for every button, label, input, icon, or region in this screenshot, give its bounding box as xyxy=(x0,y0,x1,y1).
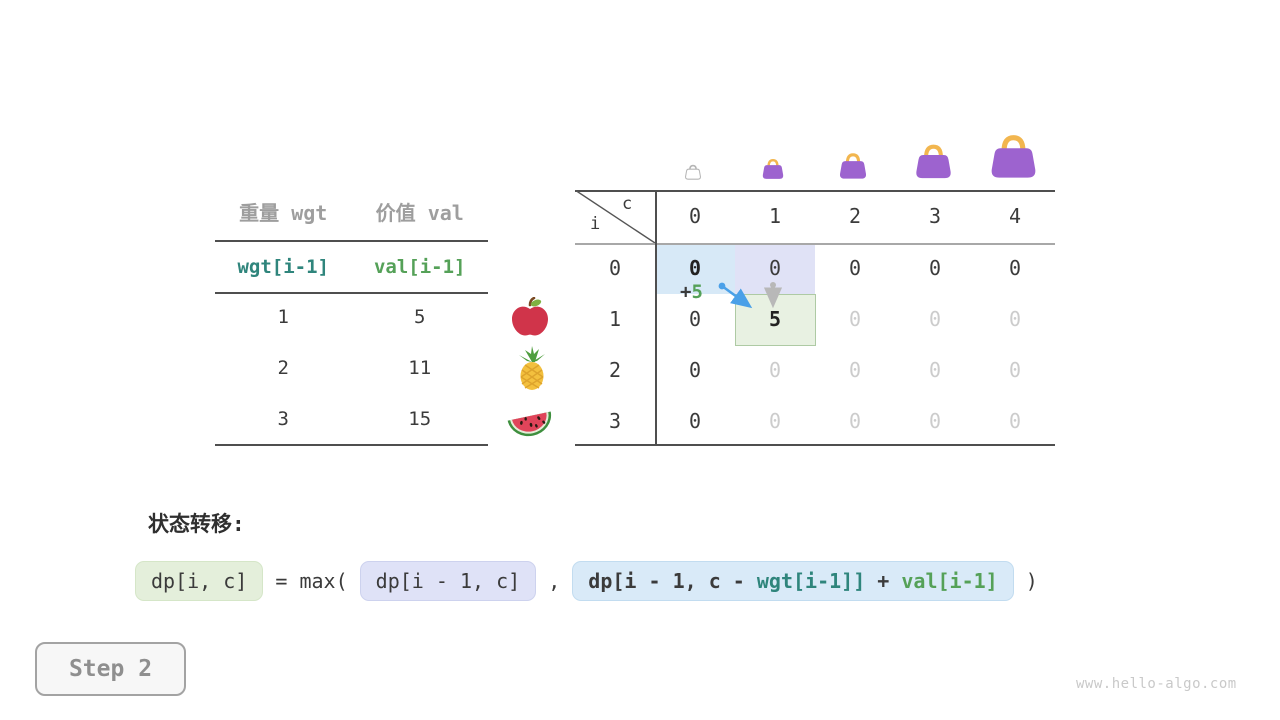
dp-cell: 0 xyxy=(688,307,702,331)
step-badge: Step 2 xyxy=(35,642,186,696)
bag-large-icon xyxy=(915,143,952,184)
dp-cell: 0 xyxy=(928,256,942,280)
item-value: 15 xyxy=(408,408,432,430)
dp-cell: 0 xyxy=(768,358,782,382)
website-url: www.hello-algo.com xyxy=(1076,676,1237,692)
item-row: 1 5 xyxy=(215,292,488,343)
dp-cell: 0 xyxy=(1008,256,1022,280)
dp-row: 0 0 0 0 0 xyxy=(655,396,1055,447)
bag-medium-icon xyxy=(839,152,867,184)
row-header: 1 xyxy=(608,307,622,331)
dp-table-top-border xyxy=(575,190,1055,192)
item-axis-label: i xyxy=(590,214,601,234)
item-weight: 1 xyxy=(277,306,289,328)
dp-cell: 0 xyxy=(688,409,702,433)
value-column-header: 价值 val xyxy=(375,201,464,225)
item-row: 3 15 xyxy=(215,394,488,445)
col-header: 2 xyxy=(848,204,862,228)
formula-lhs-box: dp[i, c] xyxy=(135,561,264,601)
state-transition-heading: 状态转移: xyxy=(148,512,245,536)
row-header: 3 xyxy=(608,409,622,433)
dp-cell: 0 xyxy=(688,256,702,280)
pineapple-icon xyxy=(511,345,553,395)
formula-take-option-box: dp[i - 1, c - wgt[i-1]] + val[i-1] xyxy=(572,561,1014,601)
dp-cell: 0 xyxy=(848,256,862,280)
dp-cell: 0 xyxy=(848,409,862,433)
bonus-value: 5 xyxy=(691,281,703,303)
dp-column-headers: 0 1 2 3 4 xyxy=(655,190,1055,243)
item-weight: 3 xyxy=(277,408,289,430)
item-value: 11 xyxy=(408,357,432,379)
item-value: 5 xyxy=(414,306,426,328)
formula-plus: + xyxy=(865,569,902,593)
add-value-arrow xyxy=(721,284,753,309)
dp-table-header-divider xyxy=(575,243,1055,245)
dp-cell: 0 xyxy=(928,358,942,382)
dp-table-bottom-border xyxy=(575,444,1055,446)
val-array-label: val[i-1] xyxy=(373,256,466,278)
col-header: 1 xyxy=(768,204,782,228)
dp-cell: 0 xyxy=(848,307,862,331)
dp-cell: 0 xyxy=(688,358,702,382)
formula-keep-option-box: dp[i - 1, c] xyxy=(359,561,537,601)
item-table-header: 重量 wgt 价值 val xyxy=(215,190,488,240)
bag-xlarge-icon xyxy=(990,133,1037,184)
dp-cell: 0 xyxy=(848,358,862,382)
dp-cell: 0 xyxy=(1008,409,1022,433)
dp-cell: 0 xyxy=(928,307,942,331)
divider xyxy=(215,444,488,446)
col-header: 0 xyxy=(688,204,702,228)
dp-table-vertical-divider xyxy=(655,190,657,446)
divider xyxy=(215,292,488,294)
state-transition-formula: dp[i, c] = max( dp[i - 1, c] , dp[i - 1,… xyxy=(135,559,1038,603)
dp-cell: 0 xyxy=(768,409,782,433)
plus-sign: + xyxy=(680,281,692,303)
col-header: 3 xyxy=(928,204,942,228)
dp-cell: 0 xyxy=(1008,358,1022,382)
dp-row: 0 0 0 0 0 xyxy=(655,345,1055,396)
formula-equals-max: = max( xyxy=(263,569,360,593)
dp-cell: 0 xyxy=(768,256,782,280)
divider xyxy=(215,240,488,242)
bag-empty-outline-icon xyxy=(685,164,701,184)
plus-value-annotation: +5 xyxy=(680,281,703,303)
dp-corner-cell: c i xyxy=(575,190,655,243)
step-label: Step 2 xyxy=(68,656,153,682)
col-header: 4 xyxy=(1008,204,1022,228)
transition-arrows xyxy=(718,282,783,309)
dp-cell: 0 xyxy=(928,409,942,433)
dp-row: 0 0 0 0 0 xyxy=(655,243,1055,294)
weight-column-header: 重量 wgt xyxy=(239,201,328,225)
row-header: 2 xyxy=(608,358,622,382)
item-row: 2 11 xyxy=(215,343,488,394)
capacity-axis-label: c xyxy=(622,194,633,214)
formula-close-paren: ) xyxy=(1013,569,1038,593)
bag-small-icon xyxy=(762,158,784,184)
dp-cell: 0 xyxy=(1008,307,1022,331)
formula-wgt-term: wgt[i-1]] xyxy=(756,569,866,593)
item-table: 重量 wgt 价值 val wgt[i-1] val[i-1] 1 5 2 11… xyxy=(215,190,488,446)
row-header: 0 xyxy=(608,256,622,280)
wgt-array-label: wgt[i-1] xyxy=(237,256,329,278)
watermelon-icon xyxy=(503,398,557,446)
item-weight: 2 xyxy=(277,357,289,379)
dp-row: 0 5 0 0 0 xyxy=(655,294,1055,345)
formula-take-prefix: dp[i - 1, c - xyxy=(588,569,757,593)
formula-comma: , xyxy=(536,569,573,593)
item-table-subheader: wgt[i-1] val[i-1] xyxy=(215,242,488,292)
dp-cell: 5 xyxy=(768,307,782,331)
formula-val-term: val[i-1] xyxy=(901,569,998,593)
apple-icon xyxy=(509,296,551,341)
